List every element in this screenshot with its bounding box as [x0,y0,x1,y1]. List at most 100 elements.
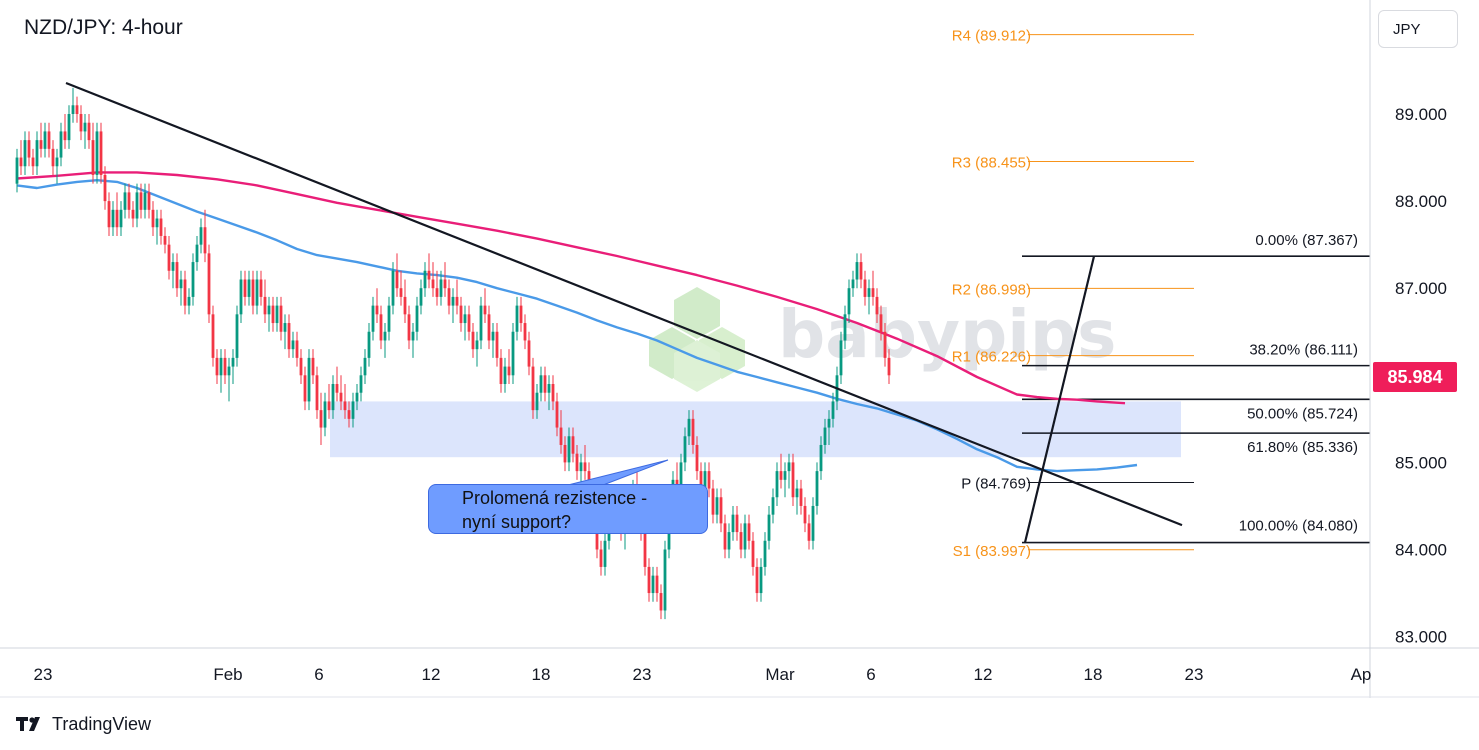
candle-body [263,296,267,315]
candle-body [851,279,855,289]
time-tick-label: Ap [1351,665,1372,684]
candle [467,305,471,341]
candle-body [355,392,359,402]
annotation-line-1: Prolomená rezistence - [462,488,648,508]
candle-body [307,357,311,402]
candle-body [55,157,59,167]
moving-averages [16,171,1138,473]
candle-body [155,218,159,228]
candle [495,323,499,367]
candle [259,270,263,306]
candle [143,183,147,219]
fib-label: 0.00% (87.367) [1255,232,1358,249]
candle [203,209,207,263]
candle-body [63,131,67,141]
candle-body [467,314,471,332]
fib-label: 61.80% (85.336) [1247,439,1358,456]
candle [471,323,475,358]
candle-body [519,305,523,324]
candle [515,296,519,341]
candle [415,296,419,341]
candle [859,253,863,289]
candle-body [107,201,111,228]
candle-body [419,288,423,306]
candle-body [439,279,443,297]
candle [659,584,663,620]
candle-body [655,575,659,594]
candle-body [863,279,867,297]
candle [807,514,811,550]
candle [507,349,511,385]
candle-body [139,192,143,210]
pivot-label: R3 (88.455) [952,154,1031,171]
candle-body [319,410,323,428]
candle-body [435,288,439,297]
ema-slow-line [16,171,1126,405]
tradingview-logo-text: TradingView [52,713,152,734]
candle [243,270,247,306]
candle-body [703,471,707,498]
candle [711,479,715,524]
candle-body [879,314,883,332]
candle-body [775,471,779,498]
candle-body [847,288,851,315]
candle [239,270,243,324]
candle-body [459,305,463,324]
candle-body [523,323,527,341]
candle [195,235,199,271]
candle-body [219,357,223,376]
candle [75,96,79,123]
candle-body [807,523,811,541]
candle-body [687,418,691,437]
tradingview-logo[interactable]: TradingView [16,712,151,736]
candle [299,349,303,385]
candle-body [39,140,43,149]
candle-body [875,296,879,315]
candle-body [299,357,303,376]
candle [291,331,295,358]
candle-body [195,244,199,263]
candle [35,131,39,175]
candle-body [431,279,435,289]
candle-body [267,305,271,315]
candle-body [279,305,283,332]
candle [491,323,495,358]
candle [379,305,383,350]
candle-body [275,305,279,324]
candle-body [683,436,687,463]
candle-body [187,296,191,306]
candle [83,114,87,149]
currency-button[interactable]: JPY [1378,10,1458,48]
fib-swing-line [1023,255,1096,543]
candle-body [103,174,107,202]
candle [43,122,47,158]
candle-body [711,488,715,515]
candle [23,131,27,175]
time-tick-label: 12 [422,665,441,684]
candle-body [743,523,747,550]
trendlines [65,81,1183,543]
candle-body [507,366,511,376]
candle [87,114,91,149]
price-axis-bg [1370,0,1479,698]
candle [303,366,307,411]
candle-body [527,340,531,367]
candle [63,114,67,149]
candle [319,392,323,445]
candle [839,331,843,385]
candle [359,366,363,402]
candle [71,87,75,123]
candle-body [867,288,871,297]
pivot-label: P (84.769) [961,476,1031,493]
candle-body [679,462,683,489]
candle-body [283,323,287,332]
candle-body [855,262,859,280]
candle-body [211,314,215,358]
candle [439,270,443,306]
time-tick-label: Feb [213,665,242,684]
candle [27,131,31,167]
candle [755,558,759,602]
candle-body [359,375,363,393]
candle [459,296,463,332]
candle-body [603,540,607,567]
